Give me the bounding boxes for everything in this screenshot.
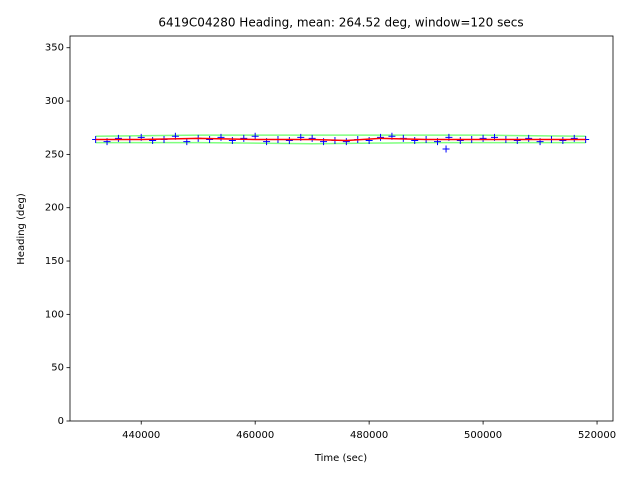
data-point [559, 137, 567, 145]
data-point [442, 145, 450, 153]
x-tick-label: 440000 [122, 430, 160, 441]
x-tick-label: 460000 [236, 430, 274, 441]
data-point [149, 137, 157, 145]
data-point [308, 134, 316, 142]
data-point [525, 134, 533, 142]
y-tick-label: 50 [51, 363, 64, 374]
data-point [217, 133, 225, 141]
y-tick-label: 250 [45, 149, 64, 160]
data-point [342, 138, 350, 146]
data-point [377, 133, 385, 141]
chart-title: 6419C04280 Heading, mean: 264.52 deg, wi… [158, 16, 523, 30]
data-point [513, 137, 521, 145]
data-point [206, 135, 214, 143]
y-tick-label: 100 [45, 309, 64, 320]
y-tick-label: 200 [45, 203, 64, 214]
data-point [570, 134, 578, 142]
x-tick-label: 480000 [350, 430, 388, 441]
y-tick-label: 300 [45, 96, 64, 107]
data-point [228, 137, 236, 145]
data-point [411, 137, 419, 145]
y-tick-label: 150 [45, 256, 64, 267]
x-axis-label: Time (sec) [314, 453, 367, 464]
data-point [285, 137, 293, 145]
data-line [95, 137, 586, 142]
x-tick-label: 520000 [578, 430, 616, 441]
y-axis-label: Heading (deg) [16, 193, 27, 265]
plot-frame [69, 35, 614, 422]
data-point [479, 134, 487, 142]
y-tick-label: 350 [45, 43, 64, 54]
data-point [240, 134, 248, 142]
data-point [365, 137, 373, 145]
data-line [95, 134, 586, 137]
data-point [251, 132, 259, 140]
y-tick-label: 0 [58, 416, 64, 427]
data-line [95, 141, 586, 145]
data-point [114, 134, 122, 142]
x-tick-label: 500000 [464, 430, 502, 441]
data-point [456, 137, 464, 145]
